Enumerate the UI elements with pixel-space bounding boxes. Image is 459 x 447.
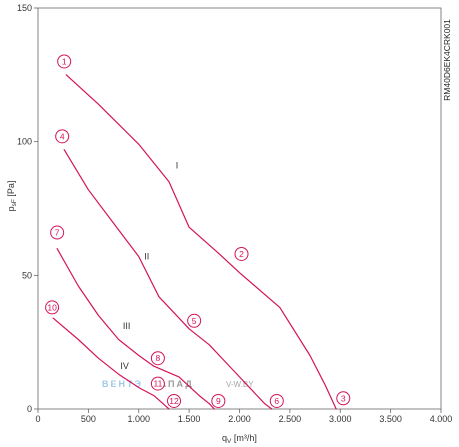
x-tick-label: 2.000 [228,414,251,424]
x-axis-ticks: 0 500 1.000 1.500 2.000 2.500 3.000 3.500 4.000 [35,409,452,424]
x-tick-label: 3.500 [379,414,402,424]
marker-number: 5 [192,316,197,326]
series-line-I [65,74,337,410]
marker-circle [234,246,249,261]
x-tick-label: 500 [81,414,96,424]
x-axis-label: qV [m³/h] [222,433,257,445]
series-line-IV [52,317,170,410]
series-label-IV: IV [120,361,129,371]
model-code: RM40D6EK4CRK001 [442,19,452,101]
marker-9: 9 [211,393,226,408]
marker-circle [187,313,202,328]
marker-circle [269,393,284,408]
marker-number: 11 [153,379,162,389]
marker-circle [45,300,60,315]
plot-area [37,7,442,410]
series-line-II [63,149,273,410]
x-tick-label: 2.500 [279,414,302,424]
x-tick-label: 0 [35,414,40,424]
marker-circle [211,393,226,408]
x-tick-label: 1.000 [127,414,150,424]
marker-number: 6 [274,396,279,406]
y-tick-label: 0 [27,404,32,414]
marker-3: 3 [336,391,351,406]
marker-10: 10 [45,300,60,315]
marker-number: 2 [239,249,244,259]
marker-7: 7 [50,225,65,240]
marker-circle [167,393,182,408]
marker-circle [336,391,351,406]
y-tick-label: 100 [17,137,32,147]
series-label-II: II [144,251,149,261]
x-tick-label: 3.000 [329,414,352,424]
watermark-text-1: ВЕНТЭ [102,379,143,389]
marker-circle [150,376,165,391]
marker-2: 2 [234,246,249,261]
marker-number: 1 [62,56,67,66]
watermark: ВЕНТЭ ЗАПАД V-W.BY [102,379,254,389]
marker-12: 12 [167,393,182,408]
marker-4: 4 [55,129,70,144]
marker-circle [57,54,72,69]
marker-8: 8 [150,351,165,366]
y-tick-label: 150 [17,3,32,13]
marker-number: 3 [341,393,346,403]
marker-circle [50,225,65,240]
marker-number: 10 [47,302,57,312]
marker-circle [150,351,165,366]
marker-circle [55,129,70,144]
y-tick-label: 50 [22,270,32,280]
marker-6: 6 [269,393,284,408]
marker-number: 9 [216,396,221,406]
watermark-text-3: V-W.BY [226,380,254,389]
x-tick-label: 4.000 [430,414,453,424]
marker-number: 8 [156,353,161,363]
series-label-III: III [123,321,131,331]
marker-5: 5 [187,313,202,328]
series-line-III [56,248,215,410]
marker-number: 4 [60,131,65,141]
marker-number: 7 [55,228,60,238]
x-tick-label: 1.500 [178,414,201,424]
y-axis-label: psF [Pa] [6,181,18,212]
marker-number: 12 [169,396,179,406]
y-axis-ticks: 0 50 100 150 [17,3,38,414]
series-label-I: I [176,160,179,170]
marker-11: 11 [150,376,165,391]
watermark-text-2: ЗАПАД [152,379,194,389]
marker-1: 1 [57,54,72,69]
